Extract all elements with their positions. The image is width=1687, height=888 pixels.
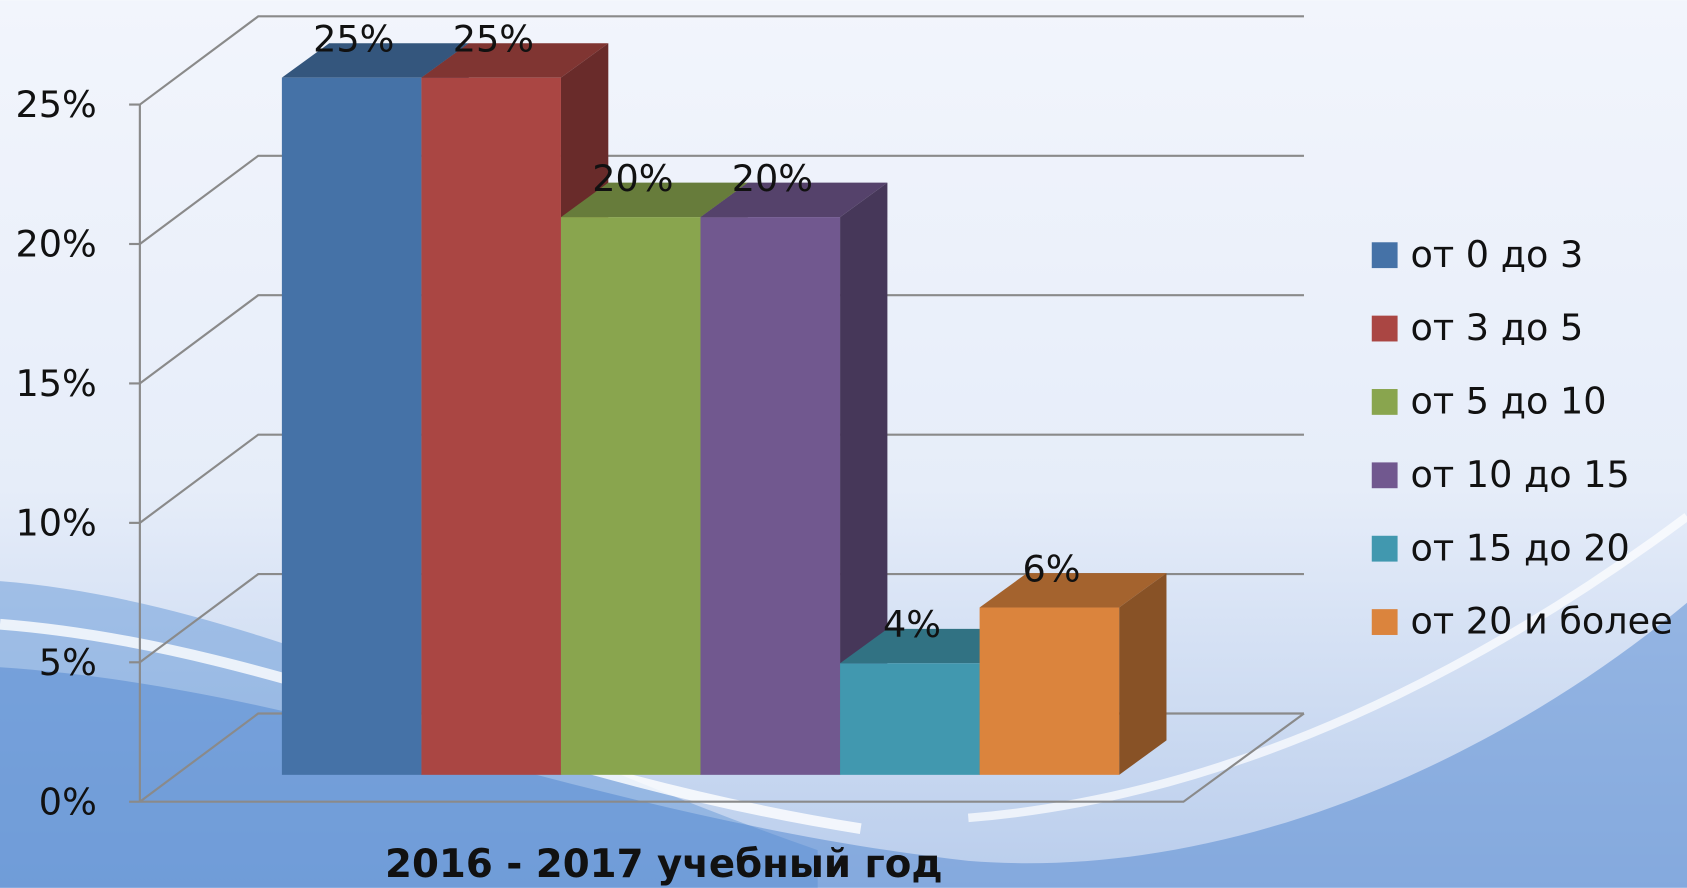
data-label: 20% (592, 157, 673, 200)
legend-swatch (1371, 315, 1398, 342)
bar (700, 217, 841, 775)
y-tick-label: 15% (16, 362, 97, 405)
y-tick-label: 10% (16, 502, 97, 545)
bar (560, 217, 701, 775)
grid-line (139, 15, 1304, 106)
legend-swatch (1371, 535, 1398, 562)
bar (840, 663, 980, 775)
data-label: 20% (732, 157, 813, 200)
grid-line (139, 433, 1304, 524)
legend-swatch (1371, 389, 1398, 415)
legend-label: от 0 до 3 (1410, 233, 1583, 276)
legend-label: от 10 до 15 (1410, 453, 1629, 496)
legend-swatch (1371, 242, 1398, 269)
bar-top (979, 573, 1167, 608)
data-label: 25% (313, 18, 394, 61)
legend-label: от 3 до 5 (1410, 306, 1583, 349)
data-label: 6% (1023, 547, 1081, 590)
x-category-label: 2016 - 2017 учебный год (385, 842, 943, 887)
y-tick-label: 25% (16, 83, 97, 126)
y-tick-label: 5% (39, 641, 97, 684)
grid-line (139, 154, 1304, 245)
background-swoosh (0, 602, 1687, 888)
grid-line (139, 572, 1304, 664)
bar-top (700, 182, 888, 218)
y-tick-label: 0% (39, 780, 97, 823)
bar-side (1119, 573, 1167, 775)
legend-label: от 5 до 10 (1410, 380, 1606, 423)
legend-label: от 15 до 20 (1410, 526, 1629, 569)
legend-swatch (1371, 609, 1398, 635)
legend-swatch (1371, 462, 1398, 489)
bar-top (560, 182, 748, 218)
bar (979, 607, 1120, 775)
floor-edge (139, 712, 1305, 803)
bar-top (421, 43, 609, 78)
bar-top (281, 43, 469, 78)
bar-side (840, 182, 888, 775)
bar (421, 77, 561, 775)
legend-label: от 20 и более (1410, 600, 1672, 643)
y-tick-label: 20% (16, 223, 97, 266)
data-label: 4% (883, 603, 941, 646)
data-label: 25% (453, 18, 534, 61)
bar (281, 77, 422, 775)
grid-line (139, 294, 1304, 385)
